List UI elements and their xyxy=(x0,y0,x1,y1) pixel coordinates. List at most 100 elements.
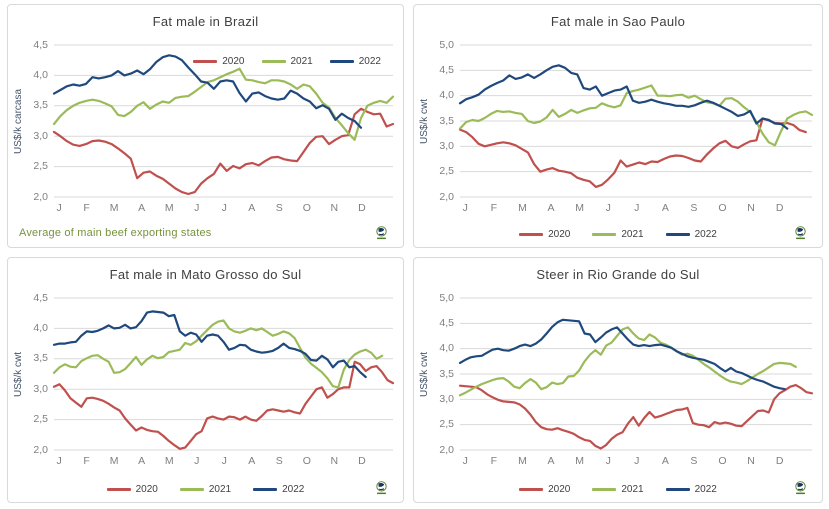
series-line-2022 xyxy=(458,64,789,130)
chart-panel-brazil: Fat male in Brazil US$/k carcasa 2,0 2,5 3… xyxy=(7,4,404,248)
series-line-2021 xyxy=(458,326,797,397)
x-month-label: A xyxy=(248,202,256,214)
series-line-2021 xyxy=(52,319,384,389)
y-tick-label: 4,0 xyxy=(33,321,48,334)
chart-title: Fat male in Sao Paulo xyxy=(550,14,686,29)
footnote: Average of main beef exporting states xyxy=(19,227,212,239)
legend-item-2022: 2022 xyxy=(329,56,381,67)
legend-swatch xyxy=(261,60,286,63)
legend-label: 2021 xyxy=(290,56,313,67)
series-line-2020 xyxy=(458,383,814,450)
legend-item-2020: 2020 xyxy=(106,484,158,495)
series-line-2022 xyxy=(52,54,363,129)
series-line-2020 xyxy=(52,360,395,450)
series-line-2020 xyxy=(458,117,807,188)
legend-item-2022: 2022 xyxy=(665,484,717,495)
legend-label: 2022 xyxy=(694,229,717,240)
x-month-label: J xyxy=(56,202,62,214)
x-month-label: A xyxy=(547,455,555,467)
legend: 2020 2021 2022 xyxy=(193,56,381,67)
x-month-label: D xyxy=(775,202,784,214)
legend-label: 2020 xyxy=(135,484,158,495)
x-month-label: N xyxy=(747,202,755,214)
y-tick-label: 2,0 xyxy=(439,443,454,456)
y-tick-label: 4,5 xyxy=(33,291,48,304)
series-line-2021 xyxy=(52,67,395,141)
x-month-label: M xyxy=(164,202,174,214)
y-tick-label: 3,5 xyxy=(439,114,454,127)
y-tick-label: 4,0 xyxy=(439,342,454,355)
x-month-label: J xyxy=(221,202,227,214)
x-month-label: J xyxy=(605,455,611,467)
x-month-label: S xyxy=(275,455,283,467)
line-chart xyxy=(458,44,814,198)
legend-label: 2022 xyxy=(694,484,717,495)
y-tick-label: 3,5 xyxy=(439,367,454,380)
legend: 2020 2021 2022 xyxy=(8,484,403,495)
x-month-label: A xyxy=(661,455,669,467)
legend-item-2022: 2022 xyxy=(253,484,304,495)
line-chart xyxy=(52,44,395,198)
y-tick-label: 4,5 xyxy=(439,316,454,329)
legend-swatch xyxy=(665,488,690,491)
legend: 2020 2021 2022 xyxy=(414,229,822,240)
line-chart xyxy=(52,297,395,451)
y-axis-ticks: 2,0 2,5 3,0 3,5 4,0 4,5 xyxy=(8,258,48,502)
y-tick-label: 3,5 xyxy=(33,352,48,365)
y-tick-label: 2,0 xyxy=(33,190,48,203)
x-month-label: N xyxy=(330,455,339,467)
y-tick-label: 3,5 xyxy=(33,99,48,112)
chart-panel-rio-grande-do-sul: Steer in Rio Grande do Sul US$/k cwt 2,0… xyxy=(413,257,823,503)
x-month-label: J xyxy=(56,455,62,467)
y-tick-label: 2,5 xyxy=(439,165,454,178)
x-month-label: A xyxy=(138,455,146,467)
x-month-label: J xyxy=(194,455,200,467)
x-month-label: O xyxy=(718,455,727,467)
y-tick-label: 3,0 xyxy=(439,392,454,405)
y-tick-label: 4,0 xyxy=(439,89,454,102)
y-tick-label: 3,0 xyxy=(439,139,454,152)
x-month-label: F xyxy=(490,202,498,214)
legend-label: 2022 xyxy=(282,484,305,495)
legend-swatch xyxy=(519,488,544,491)
plot-area xyxy=(52,297,395,451)
legend-label: 2021 xyxy=(208,484,232,495)
legend-label: 2020 xyxy=(222,56,245,67)
y-tick-label: 2,5 xyxy=(33,160,48,173)
brand-logo-icon xyxy=(795,481,806,495)
series-line-2022 xyxy=(458,318,786,391)
x-month-label: O xyxy=(302,202,311,214)
legend-swatch xyxy=(592,233,617,236)
legend-swatch xyxy=(665,233,690,236)
y-tick-label: 2,0 xyxy=(439,190,454,203)
y-axis-ticks: 2,0 2,5 3,0 3,5 4,0 4,5 xyxy=(8,5,48,247)
x-month-label: J xyxy=(462,455,468,467)
x-month-label: N xyxy=(330,202,339,214)
series-line-2021 xyxy=(458,84,814,147)
x-month-label: M xyxy=(518,455,527,467)
series-line-2022 xyxy=(52,310,367,379)
plot-area xyxy=(458,44,814,198)
y-tick-label: 3,0 xyxy=(33,129,48,142)
legend: 2020 2021 2022 xyxy=(414,484,822,495)
x-month-label: A xyxy=(661,202,669,214)
x-month-label: J xyxy=(634,455,640,467)
plot-area xyxy=(458,297,814,451)
y-tick-label: 4,0 xyxy=(33,68,48,81)
legend-label: 2020 xyxy=(548,229,571,240)
x-month-label: F xyxy=(83,455,90,467)
x-month-label: F xyxy=(83,202,90,214)
chart-title: Fat male in Mato Grosso do Sul xyxy=(109,267,302,282)
x-month-label: J xyxy=(221,455,227,467)
legend-item-2021: 2021 xyxy=(179,484,232,495)
legend-item-2021: 2021 xyxy=(592,484,644,495)
legend-item-2020: 2020 xyxy=(519,229,570,240)
y-tick-label: 4,5 xyxy=(439,63,454,76)
y-tick-label: 5,0 xyxy=(439,291,454,304)
chart-panel-mato-grosso-do-sul: Fat male in Mato Grosso do Sul US$/k cwt… xyxy=(7,257,404,503)
x-month-label: A xyxy=(138,202,146,214)
x-month-label: M xyxy=(164,455,174,467)
